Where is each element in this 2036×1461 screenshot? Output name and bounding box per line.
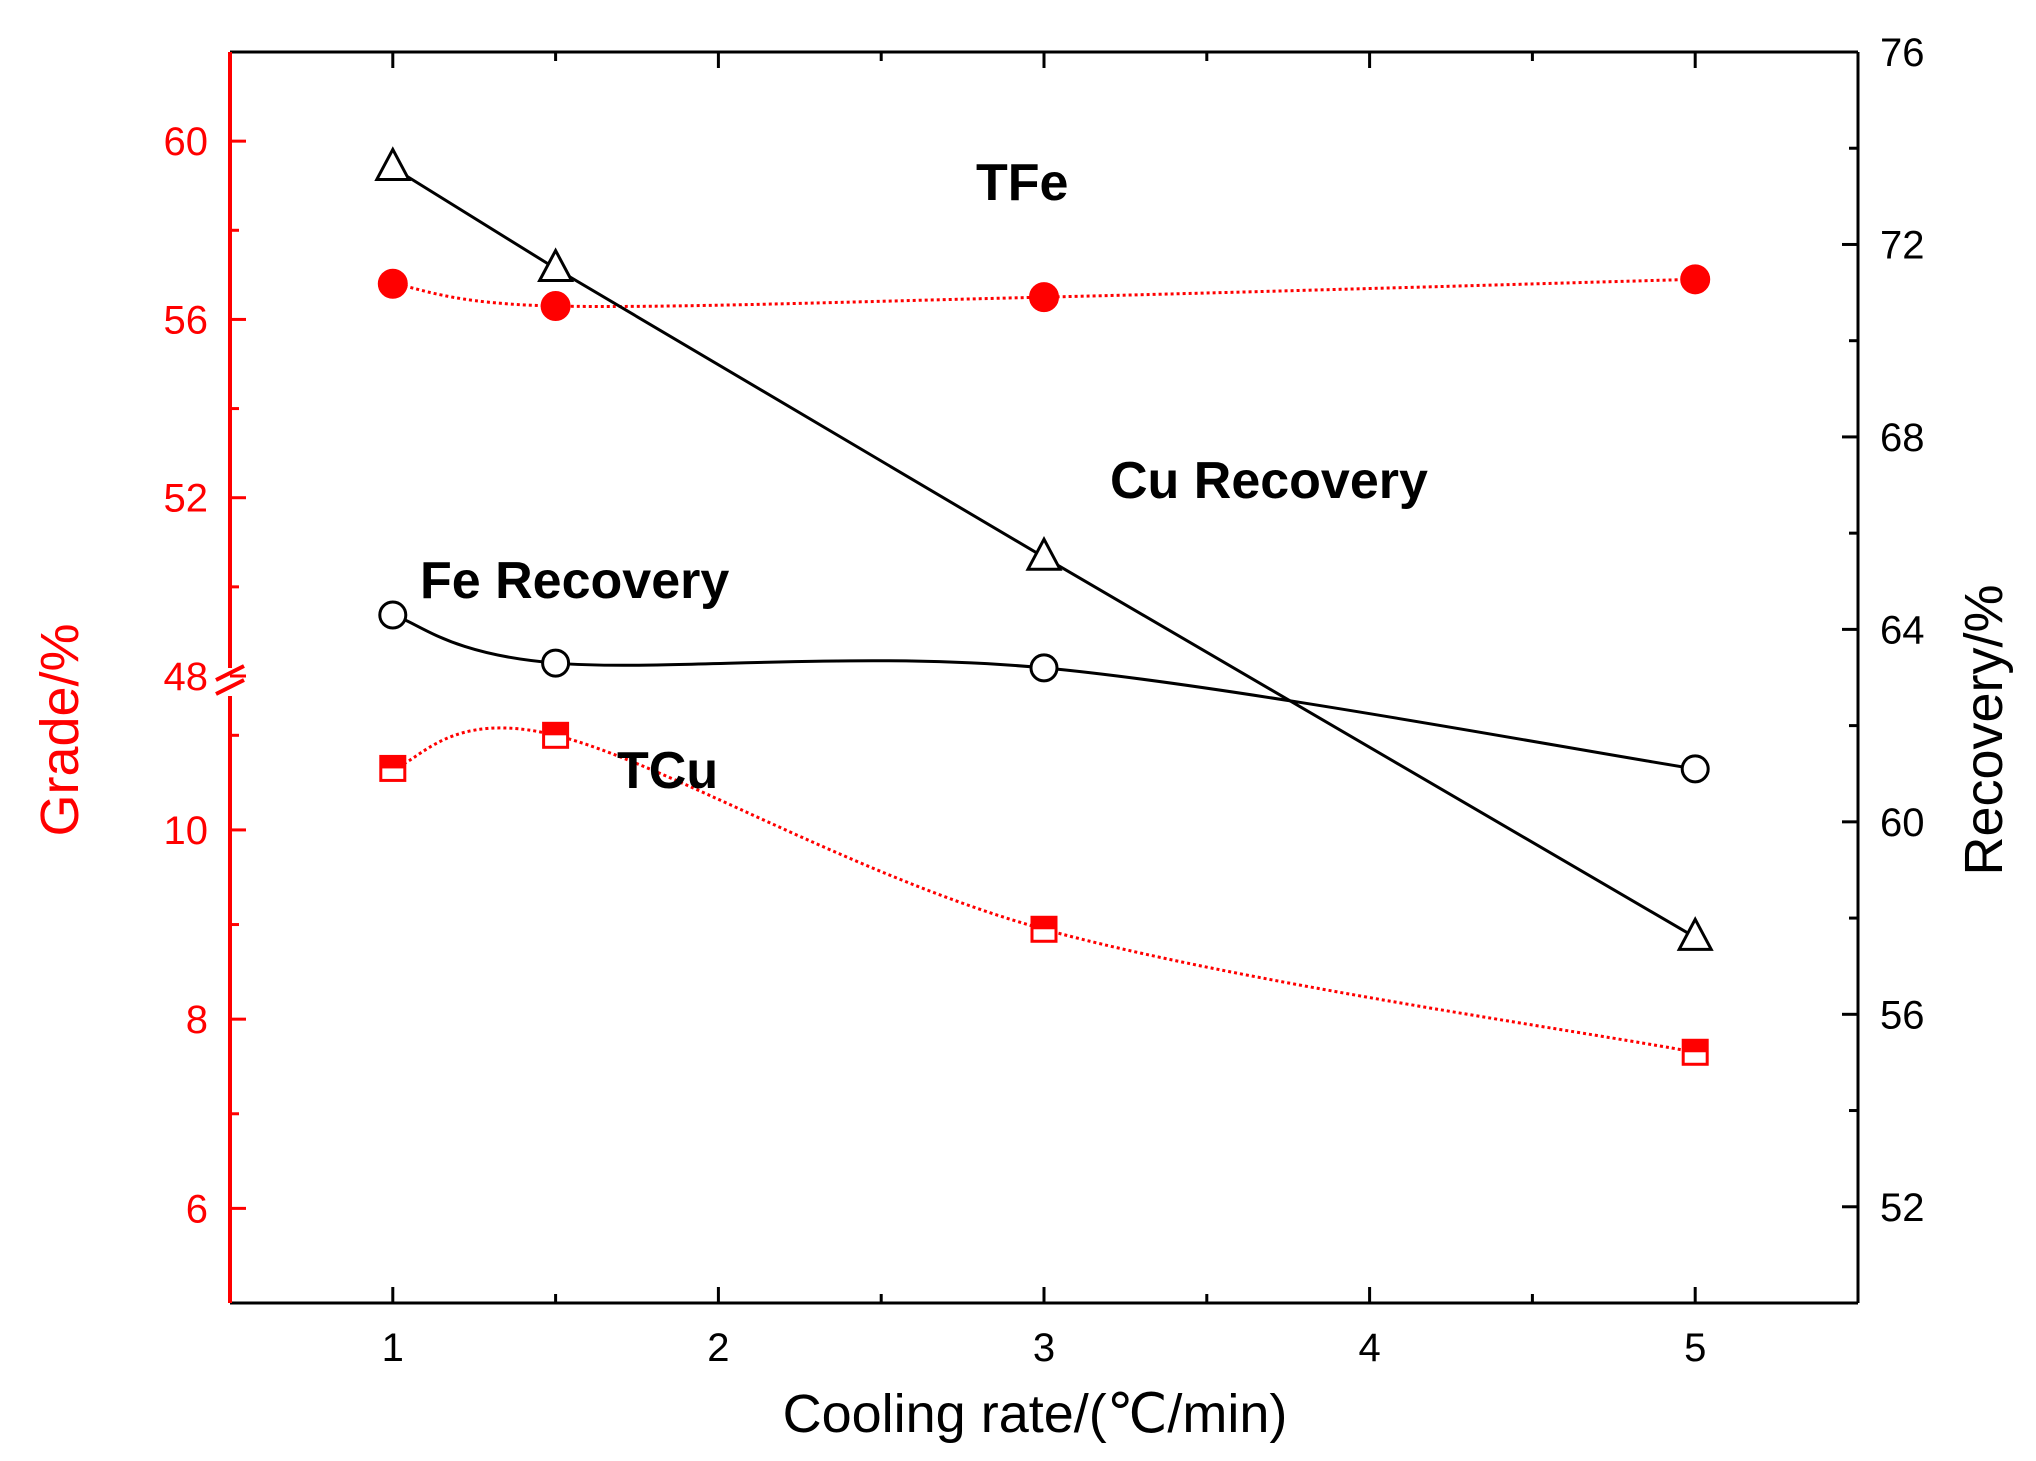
axis-break-mark-bottom	[215, 678, 245, 696]
annotation-tfe: TFe	[976, 154, 1068, 212]
data-point-tfe	[1029, 282, 1059, 313]
x-tick-label: 3	[1033, 1326, 1055, 1370]
data-point-tfe	[540, 291, 571, 322]
left-lower-tick-label: 8	[186, 998, 208, 1042]
left-upper-tick-label: 60	[164, 120, 209, 164]
marker-fill	[543, 723, 568, 736]
left-lower-tick-label: 10	[164, 809, 209, 853]
data-point-cu-recovery	[537, 247, 575, 283]
data-point-fe-recovery	[541, 648, 571, 678]
axis-break-mark-top	[215, 664, 245, 682]
marker-fill	[380, 756, 405, 769]
data-point-tfe	[1680, 264, 1711, 295]
marker-fill	[1032, 917, 1056, 930]
marker-fill	[1683, 1040, 1708, 1053]
data-point-tcu	[1030, 915, 1058, 943]
x-tick-label: 4	[1358, 1326, 1380, 1370]
left-upper-tick-label: 56	[164, 298, 209, 342]
annotation-tcu: TCu	[617, 742, 718, 800]
x-tick-label: 5	[1684, 1326, 1706, 1370]
left-upper-tick-label: 52	[164, 477, 209, 521]
right-tick-label: 76	[1880, 31, 1925, 75]
x-tick-label: 1	[382, 1326, 404, 1370]
series-line-cu-recovery	[392, 166, 1696, 939]
series-line-tcu	[392, 726, 1696, 1054]
x-tick-label: 2	[707, 1326, 729, 1370]
right-axis-title: Recovery/%	[1954, 584, 2014, 875]
series-line-fe-recovery	[392, 613, 1696, 771]
right-tick-label: 52	[1880, 1186, 1925, 1230]
series-lines-group	[392, 166, 1696, 1054]
right-tick-label: 68	[1880, 416, 1925, 460]
series-markers-group	[374, 146, 1714, 1066]
right-tick-label: 72	[1880, 223, 1925, 267]
data-point-cu-recovery	[374, 146, 412, 181]
data-point-fe-recovery	[1029, 653, 1059, 683]
right-tick-label: 64	[1880, 608, 1925, 652]
left-lower-tick-label: 6	[186, 1187, 208, 1231]
right-tick-label: 56	[1880, 993, 1925, 1037]
data-point-tcu	[1681, 1038, 1709, 1066]
data-point-tfe	[377, 268, 408, 299]
left-axis-title: Grade/%	[30, 623, 90, 836]
left-upper-tick-label: 48	[164, 655, 209, 699]
data-point-fe-recovery	[1680, 754, 1710, 784]
series-line-tfe	[392, 277, 1696, 308]
data-point-cu-recovery	[1676, 916, 1714, 951]
data-point-cu-recovery	[1025, 536, 1063, 571]
data-point-tcu	[542, 721, 570, 749]
data-point-tcu	[379, 754, 407, 782]
x-axis-title: Cooling rate/(℃/min)	[783, 1384, 1288, 1444]
right-tick-label: 60	[1880, 801, 1925, 845]
annotation-fe-recovery: Fe Recovery	[420, 552, 729, 610]
annotation-cu-recovery: Cu Recovery	[1110, 452, 1428, 510]
data-point-fe-recovery	[378, 600, 408, 630]
